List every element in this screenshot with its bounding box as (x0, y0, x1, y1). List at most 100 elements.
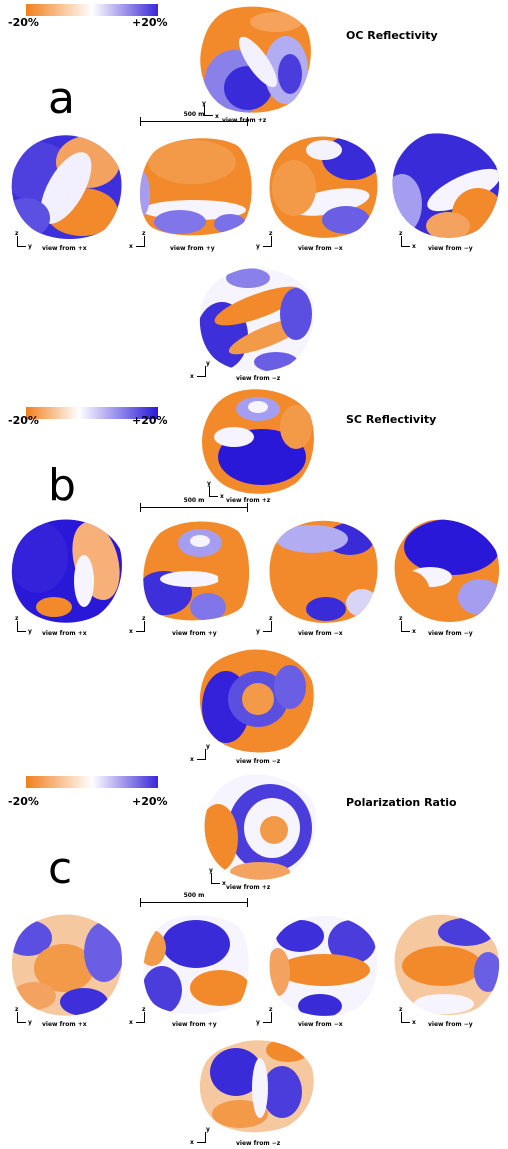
scale-label: 500 m (183, 892, 205, 899)
asteroid-view-top (200, 6, 311, 113)
axis-v-label: z (399, 230, 403, 237)
axis-h-label: x (222, 880, 226, 887)
view-label-bottom: view from −z (236, 375, 281, 382)
colorbar-min-label: -20% (8, 16, 39, 29)
scale-label: 500 m (183, 497, 205, 504)
view-label-top: view from +z (226, 497, 271, 504)
axis-h-label: y (28, 1019, 32, 1026)
axis-h-label: y (256, 628, 260, 635)
axes-glyph-bottom (196, 364, 210, 378)
axis-h-label: x (220, 493, 224, 500)
axis-h-label: x (412, 1019, 416, 1026)
axis-v-label: z (142, 615, 146, 622)
axis-h-label: x (129, 1019, 133, 1026)
axis-v-label: z (269, 1006, 273, 1013)
panel-c: -20% +20% Polarization Ratio c y x view … (0, 766, 508, 1149)
panel-title: Polarization Ratio (346, 796, 457, 809)
asteroid-view-minus-x (269, 136, 378, 238)
asteroid-view-bottom (199, 268, 314, 372)
colorbar-max-label: +20% (132, 795, 168, 808)
view-label-minus-x: view from −x (298, 630, 343, 637)
axis-h-label: x (190, 1139, 194, 1146)
asteroid-view-minus-y (394, 914, 500, 1015)
axes-glyph-plus-x (12, 619, 26, 633)
axis-h-label: x (412, 243, 416, 250)
panel-title: OC Reflectivity (346, 29, 438, 42)
axes-glyph-bottom (196, 1130, 210, 1144)
axis-h-label: y (256, 243, 260, 250)
axis-v-label: z (269, 615, 273, 622)
axis-h-label: y (256, 1019, 260, 1026)
axis-v-label: z (269, 230, 273, 237)
axes-glyph-minus-y (396, 1010, 410, 1024)
axis-h-label: y (28, 628, 32, 635)
scale-bar: 500 m (140, 497, 248, 513)
asteroid-view-top (202, 389, 314, 494)
axis-v-label: z (142, 1006, 146, 1013)
scale-bar: 500 m (140, 111, 248, 127)
view-label-minus-y: view from −y (428, 1021, 473, 1028)
axis-h-label: x (129, 243, 133, 250)
axes-glyph-minus-y (396, 234, 410, 248)
axes-glyph-minus-x (262, 619, 276, 633)
axes-glyph-top (206, 871, 220, 885)
asteroid-view-minus-x (269, 915, 378, 1016)
view-label-top: view from +z (226, 884, 271, 891)
view-label-minus-y: view from −y (428, 245, 473, 252)
axes-glyph-bottom (196, 747, 210, 761)
colorbar (26, 407, 158, 419)
axis-v-label: z (399, 1006, 403, 1013)
view-label-top: view from +z (222, 117, 267, 124)
colorbar (26, 4, 158, 16)
scale-bar: 500 m (140, 892, 248, 908)
axes-glyph-top (199, 103, 213, 117)
asteroid-view-top (204, 774, 316, 880)
axis-v-label: y (209, 867, 213, 874)
asteroid-view-bottom (199, 649, 314, 753)
asteroid-view-plus-x (11, 519, 122, 623)
axis-v-label: z (399, 615, 403, 622)
axes-glyph-plus-y (135, 234, 149, 248)
panel-title: SC Reflectivity (346, 413, 437, 426)
colorbar-min-label: -20% (8, 795, 39, 808)
axis-v-label: y (202, 100, 206, 107)
axes-glyph-minus-x (262, 1010, 276, 1024)
asteroid-view-plus-x (11, 135, 122, 240)
asteroid-view-plus-y (139, 138, 252, 236)
view-label-plus-y: view from +y (172, 1021, 217, 1028)
view-label-bottom: view from −z (236, 1140, 281, 1147)
view-label-minus-x: view from −x (298, 1021, 343, 1028)
axis-h-label: x (129, 628, 133, 635)
asteroid-view-plus-y (143, 915, 249, 1015)
colorbar-min-label: -20% (8, 414, 39, 427)
view-label-plus-y: view from +y (172, 630, 217, 637)
asteroid-view-minus-x (269, 520, 378, 623)
axis-v-label: z (142, 230, 146, 237)
axis-v-label: y (207, 480, 211, 487)
axis-v-label: y (206, 360, 210, 367)
axes-glyph-plus-y (135, 1010, 149, 1024)
axis-v-label: z (15, 615, 19, 622)
axis-v-label: y (206, 1126, 210, 1133)
panel-b: -20% +20% SC Reflectivity b y x view fro… (0, 383, 508, 766)
asteroid-view-minus-y (392, 133, 500, 238)
colorbar-max-label: +20% (132, 16, 168, 29)
axis-h-label: x (412, 628, 416, 635)
axis-v-label: y (206, 743, 210, 750)
axes-glyph-minus-x (262, 234, 276, 248)
panel-letter: c (48, 843, 73, 894)
scale-label: 500 m (183, 111, 205, 118)
axis-v-label: z (15, 1006, 19, 1013)
asteroid-view-plus-y (143, 521, 250, 621)
asteroid-view-bottom (199, 1040, 314, 1133)
axes-glyph-plus-y (135, 619, 149, 633)
asteroid-view-plus-x (11, 914, 122, 1016)
axis-h-label: x (190, 756, 194, 763)
view-label-plus-x: view from +x (42, 1021, 87, 1028)
axis-h-label: x (215, 113, 219, 120)
axes-glyph-minus-y (396, 619, 410, 633)
axes-glyph-top (204, 484, 218, 498)
view-label-plus-y: view from +y (170, 245, 215, 252)
axis-h-label: y (28, 243, 32, 250)
